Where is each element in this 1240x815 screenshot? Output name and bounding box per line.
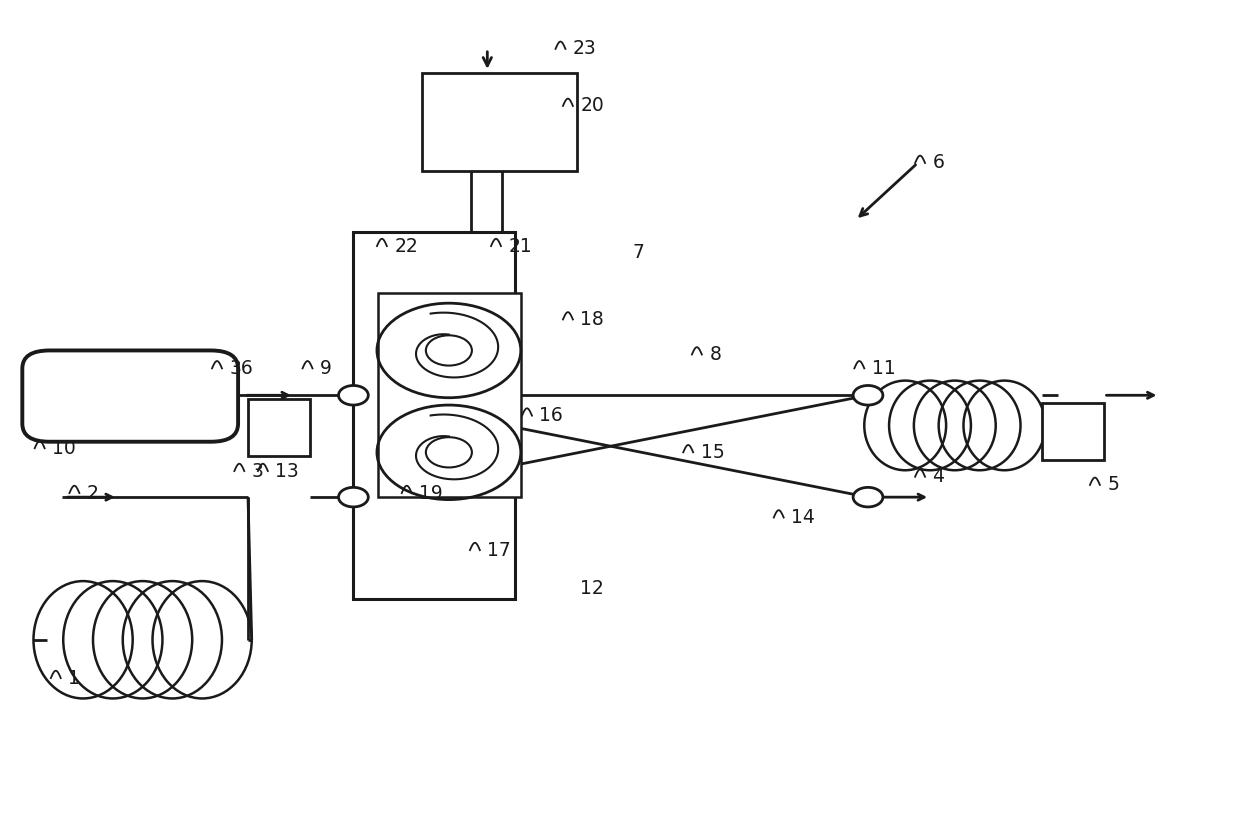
Text: 2: 2	[87, 483, 99, 503]
Bar	[353, 232, 515, 599]
Text: 1: 1	[68, 668, 81, 688]
Text: 4: 4	[932, 467, 945, 487]
Text: 16: 16	[539, 406, 563, 425]
Bar	[378, 293, 521, 497]
Text: 21: 21	[508, 236, 532, 256]
Circle shape	[853, 385, 883, 405]
Text: 13: 13	[275, 461, 299, 481]
Text: 19: 19	[419, 483, 443, 503]
Circle shape	[339, 487, 368, 507]
Bar	[1042, 403, 1104, 460]
Text: 36: 36	[229, 359, 253, 378]
Text: 5: 5	[1107, 475, 1120, 495]
FancyBboxPatch shape	[22, 350, 238, 442]
Text: 11: 11	[872, 359, 895, 378]
Bar	[248, 399, 310, 456]
Text: 22: 22	[394, 236, 418, 256]
Text: 20: 20	[580, 96, 604, 116]
Text: 23: 23	[573, 39, 596, 59]
Text: 8: 8	[709, 345, 722, 364]
Bar	[422, 73, 577, 171]
Text: 7: 7	[632, 243, 645, 262]
Circle shape	[853, 487, 883, 507]
Text: 9: 9	[320, 359, 332, 378]
Text: 10: 10	[52, 438, 76, 458]
Text: 3: 3	[252, 461, 264, 481]
Text: 14: 14	[791, 508, 815, 527]
Text: 6: 6	[932, 153, 945, 173]
Circle shape	[339, 385, 368, 405]
Text: 15: 15	[701, 443, 724, 462]
Text: 17: 17	[487, 540, 511, 560]
Text: 12: 12	[580, 579, 604, 598]
Text: 18: 18	[580, 310, 604, 329]
